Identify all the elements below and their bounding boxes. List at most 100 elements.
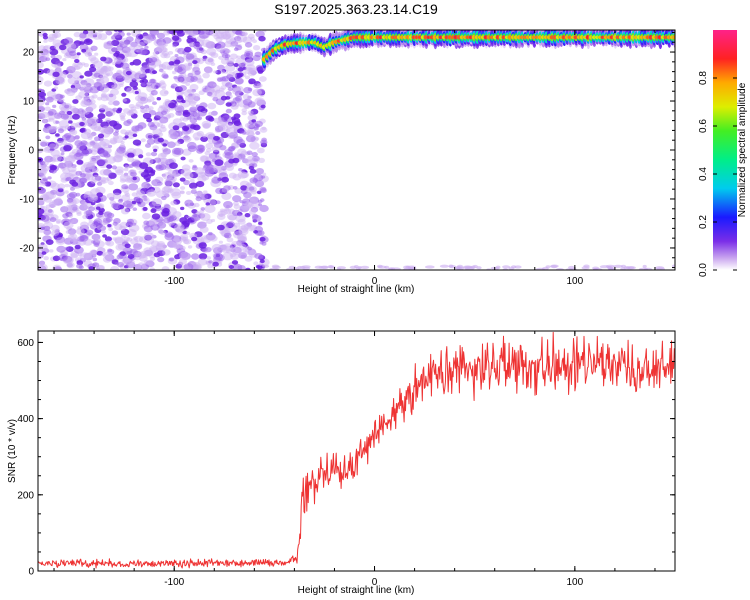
- heatmap-cell: [180, 186, 186, 190]
- heatmap-cell: [158, 164, 167, 171]
- heatmap-cell: [255, 131, 261, 135]
- heatmap-cell: [203, 190, 208, 194]
- heatmap-cell: [100, 95, 109, 102]
- heatmap-cell: [149, 78, 156, 84]
- heatmap-cell: [193, 63, 200, 68]
- heatmap-cell: [91, 94, 98, 99]
- heatmap-cell: [174, 105, 185, 113]
- heatmap-cell: [233, 152, 240, 157]
- heatmap-cell: [131, 169, 136, 173]
- heatmap-cell: [55, 220, 61, 224]
- heatmap-cell: [153, 148, 158, 152]
- heatmap-cell: [110, 266, 120, 270]
- heatmap-cell: [236, 138, 246, 146]
- heatmap-cell: [139, 162, 149, 170]
- heatmap-cell: [227, 57, 235, 64]
- heatmap-cell: [191, 236, 198, 242]
- heatmap-cell: [108, 180, 114, 186]
- heatmap-cell: [301, 265, 311, 269]
- heatmap-cell: [217, 64, 225, 71]
- heatmap-cell: [174, 54, 179, 57]
- heatmap-cell: [208, 260, 214, 264]
- heatmap-cell: [180, 168, 191, 177]
- heatmap-cell: [262, 172, 267, 176]
- heatmap-cell: [97, 30, 104, 33]
- heatmap-cell: [199, 226, 209, 233]
- heatmap-cell: [88, 266, 94, 270]
- heatmap-cell: [75, 228, 85, 235]
- heatmap-cell: [115, 169, 124, 176]
- heatmap-cell: [93, 82, 103, 89]
- heatmap-cell: [48, 249, 54, 253]
- heatmap-cell: [187, 245, 193, 249]
- heatmap-cell: [111, 165, 117, 170]
- heatmap-cell: [131, 200, 137, 205]
- heatmap-cell: [38, 196, 45, 205]
- heatmap-cell: [90, 45, 98, 51]
- heatmap-cell: [182, 125, 190, 131]
- heatmap-cell: [232, 186, 238, 190]
- heatmap-cell: [189, 41, 195, 46]
- heatmap-cell: [258, 221, 263, 225]
- heatmap-cell: [131, 30, 141, 37]
- heatmap-cell: [43, 191, 54, 200]
- heatmap-cell: [240, 185, 248, 191]
- heatmap-cell: [204, 30, 212, 37]
- heatmap-cell: [180, 206, 185, 211]
- heatmap-cell: [179, 217, 188, 224]
- heatmap-cell: [204, 166, 215, 175]
- heatmap-cell: [170, 188, 181, 197]
- heatmap-cell: [143, 174, 151, 180]
- heatmap-cell: [143, 252, 148, 256]
- heatmap-cell: [672, 35, 675, 40]
- heatmap-cell: [84, 70, 93, 77]
- heatmap-cell: [40, 214, 50, 222]
- heatmap-cell: [47, 209, 53, 213]
- heatmap-cell: [143, 232, 155, 241]
- heatmap-cell: [142, 212, 151, 220]
- heatmap-cell: [249, 141, 260, 150]
- heatmap-cell: [85, 210, 93, 216]
- heatmap-cell: [129, 61, 135, 66]
- heatmap-cell: [219, 87, 225, 92]
- heatmap-cell: [150, 151, 158, 157]
- heatmap-cell: [66, 197, 74, 203]
- heatmap-cell: [145, 81, 152, 87]
- heatmap-cell: [183, 179, 190, 186]
- heatmap-cell: [117, 107, 123, 112]
- heatmap-cell: [253, 261, 259, 266]
- heatmap-cell: [161, 266, 170, 270]
- heatmap-cell: [179, 177, 186, 182]
- heatmap-cell: [152, 101, 157, 106]
- heatmap-cell: [145, 107, 152, 113]
- heatmap-cell: [138, 47, 148, 56]
- heatmap-cell: [140, 82, 146, 87]
- heatmap-cell: [119, 83, 124, 88]
- heatmap-cell: [169, 162, 178, 169]
- heatmap-cell: [229, 246, 238, 253]
- heatmap-cell: [113, 131, 119, 136]
- heatmap-cell: [204, 57, 215, 65]
- heatmap-cell: [66, 261, 75, 269]
- heatmap-cell: [204, 67, 213, 74]
- y-tick-label: 0: [28, 146, 34, 157]
- heatmap-cell: [132, 176, 137, 181]
- heatmap-cell: [214, 159, 224, 167]
- heatmap-cell: [75, 170, 83, 176]
- heatmap-cell: [71, 155, 77, 160]
- heatmap-cell: [146, 138, 155, 145]
- heatmap-cell: [225, 82, 233, 88]
- heatmap-cell: [108, 93, 114, 98]
- heatmap-cell: [164, 179, 173, 186]
- heatmap-cell: [125, 70, 132, 76]
- heatmap-cell: [119, 225, 126, 231]
- heatmap-cell: [157, 256, 165, 263]
- heatmap-cell: [40, 111, 50, 119]
- heatmap-cell: [439, 264, 449, 268]
- heatmap-cell: [172, 125, 180, 131]
- heatmap-cell: [50, 54, 56, 59]
- heatmap-cell: [56, 245, 66, 253]
- heatmap-cell: [237, 235, 245, 241]
- heatmap-cell: [119, 143, 126, 148]
